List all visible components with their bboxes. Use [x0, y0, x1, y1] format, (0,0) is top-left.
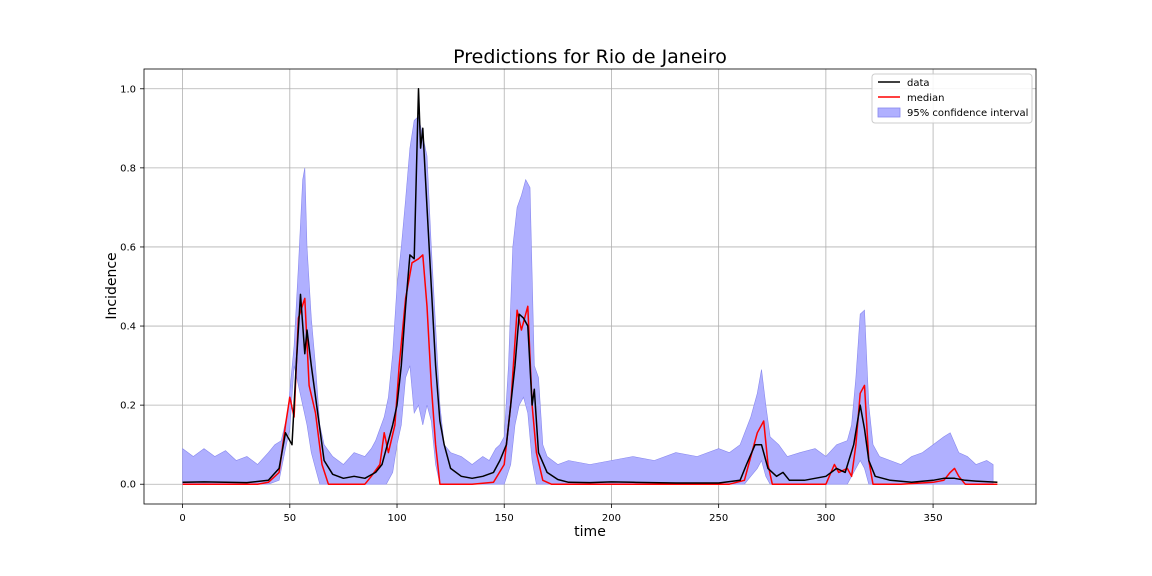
y-ticks: 0.0 0.2 0.4 0.6 0.8 1.0 [120, 84, 144, 491]
x-tick-label: 100 [387, 513, 406, 524]
y-tick-label: 0.8 [120, 163, 136, 174]
x-ticks: 0 50 100 150 200 250 300 350 [179, 504, 943, 524]
legend-box [871, 73, 1033, 124]
data-series-line [182, 88, 998, 484]
legend: data median 95% confidence interval [871, 73, 1033, 124]
x-tick-label: 300 [816, 513, 835, 524]
chart-title: Predictions for Rio de Janeiro [453, 46, 727, 68]
x-tick-label: 0 [179, 513, 185, 524]
y-tick-label: 0.4 [120, 322, 136, 333]
x-axis-label: time [574, 524, 606, 540]
legend-data-label: data [907, 78, 930, 89]
series-layer [182, 88, 998, 485]
y-tick-label: 0.6 [120, 242, 136, 253]
x-tick-label: 250 [709, 513, 728, 524]
legend-band-swatch [877, 107, 901, 118]
y-tick-label: 0.2 [120, 401, 136, 412]
plot-background [144, 69, 1036, 504]
y-tick-label: 1.0 [120, 84, 136, 95]
legend-band-label: 95% confidence interval [907, 108, 1028, 119]
legend-median-label: median [907, 93, 945, 104]
x-tick-label: 350 [924, 513, 943, 524]
y-tick-label: 0.0 [120, 480, 136, 491]
x-tick-label: 200 [602, 513, 621, 524]
plot-frame [143, 68, 1037, 505]
x-tick-label: 150 [495, 513, 514, 524]
y-axis-label: Incidence [104, 252, 120, 319]
x-tick-label: 50 [283, 513, 296, 524]
